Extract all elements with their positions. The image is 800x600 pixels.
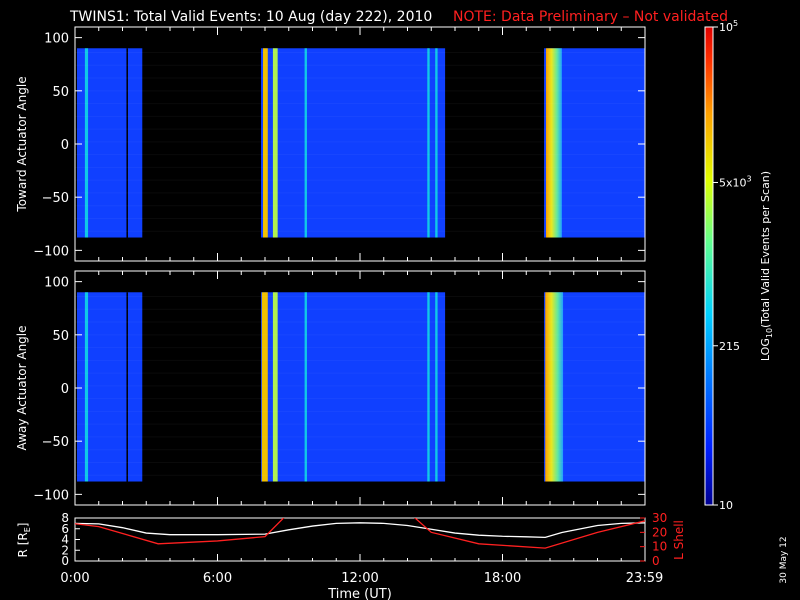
data-stripe [272,292,278,482]
colorbar-gradient [705,27,713,505]
date-stamp: 30 May 12 [779,536,789,583]
radius-ylabel: R [RE] [16,523,32,558]
colorbar-label: LOG10(Total Valid Events per Scan) [759,171,774,361]
ytick-left-label: 6 [61,522,69,536]
xaxis-label: Time (UT) [327,587,392,600]
ytick-label: 0 [61,138,69,153]
data-stripe [84,48,89,238]
ytick-right-label: 20 [652,525,667,539]
lshell-line [75,518,645,549]
lshell-ylabel: L Shell [672,520,686,560]
data-stripe [435,48,438,238]
ytick-right-label: 0 [652,554,660,568]
colorbar-tick-label: 105 [719,19,738,34]
ytick-left-label: 0 [61,554,69,568]
ytick-label: 100 [44,32,69,47]
data-stripe [126,292,128,482]
colorbar-tick-label: 215 [719,340,740,353]
away-heatmap [75,292,645,505]
ytick-right-label: 10 [652,540,667,554]
ytick-label: 100 [44,276,69,291]
preliminary-note: NOTE: Data Preliminary – Not validated [453,9,728,25]
toward-panel: 100 50 0 −50 −100 Toward Actuator Angle [15,26,646,262]
colorbar-tick-label: 10 [719,499,733,512]
data-stripe [427,292,430,482]
data-interval [261,292,446,482]
colorbar-frame [704,26,714,506]
data-stripe [546,48,562,238]
xtick-label: 23:59 [626,571,663,586]
chart-title: TWINS1: Total Valid Events: 10 Aug (day … [69,9,432,25]
data-stripe [272,48,278,238]
data-stripe [263,48,268,238]
toward-heatmap [75,48,645,261]
ytick-left-label: 2 [61,543,69,557]
ytick-right-label: 30 [652,511,667,525]
data-stripe [435,292,438,482]
colorbar-ticks: 105 5x103 215 10 [713,19,752,512]
data-stripe [304,48,307,238]
ytick-label: −50 [42,191,69,206]
orbit-lines [75,518,645,549]
data-stripe [84,292,89,482]
ytick-label: 50 [52,329,69,344]
data-stripe [427,48,430,238]
away-panel: 100 50 0 −50 −100 Away Actuator Angle [15,270,646,506]
xtick-label: 18:00 [484,571,521,586]
ytick-label: −100 [33,488,69,503]
ytick-label: 0 [61,382,69,397]
data-stripe [126,48,128,238]
colorbar-tick-label: 5x103 [719,174,752,189]
ytick-left-label: 4 [61,533,69,547]
xtick-label: 0:00 [60,571,89,586]
xtick-label: 6:00 [203,571,232,586]
toward-ylabel: Toward Actuator Angle [15,76,29,212]
away-axis: 100 50 0 −50 −100 [33,271,646,505]
data-stripe [261,292,268,482]
away-ylabel: Away Actuator Angle [15,325,29,450]
ytick-label: −100 [33,244,69,259]
xtick-label: 12:00 [341,571,378,586]
ytick-left-label: 8 [61,511,69,525]
toward-axis: 100 50 0 −50 −100 [33,27,646,261]
data-stripe [304,292,307,482]
ytick-label: 50 [52,85,69,100]
data-stripe [545,292,564,482]
ytick-label: −50 [42,435,69,450]
colorbar: 105 5x103 215 10 LOG10(Total Valid Events p… [704,19,774,512]
radius-line [75,522,645,539]
data-interval [261,48,446,238]
